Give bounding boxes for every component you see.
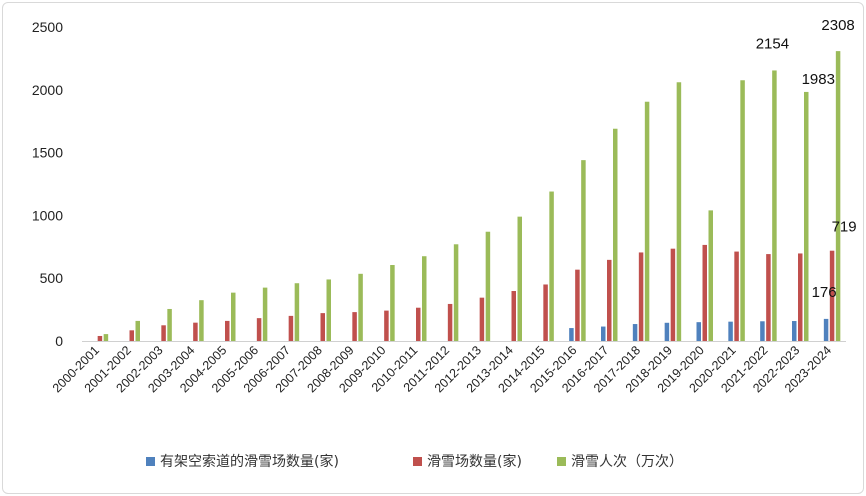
data-label: 719 — [832, 219, 857, 236]
bar-series-1 — [734, 251, 739, 341]
bar-series-2 — [517, 216, 522, 341]
bar-series-1 — [288, 315, 294, 341]
legend-swatch — [557, 457, 566, 466]
bar-series-1 — [97, 335, 103, 341]
bar-series-1 — [129, 330, 134, 341]
bar-series-2 — [485, 231, 491, 341]
bar-series-2 — [326, 279, 331, 341]
bar-series-1 — [638, 252, 644, 341]
bar-series-1 — [766, 254, 771, 341]
bar-series-0 — [696, 322, 701, 341]
bar-series-2 — [262, 287, 268, 341]
y-tick-label: 1000 — [32, 207, 63, 223]
bar-series-2 — [549, 191, 554, 341]
bar-series-1 — [670, 248, 676, 341]
bar-series-0 — [601, 326, 606, 341]
bar-series-1 — [798, 253, 803, 341]
bar-series-1 — [447, 303, 453, 341]
bar-series-1 — [702, 244, 707, 341]
bar-series-2 — [804, 91, 809, 341]
bar-series-2 — [453, 244, 459, 341]
bars — [97, 51, 841, 342]
bar-series-1 — [320, 313, 325, 341]
bar-series-2 — [422, 256, 427, 341]
bar-series-2 — [103, 334, 109, 341]
data-label: 1983 — [802, 71, 835, 88]
bar-series-1 — [543, 284, 548, 341]
y-axis: 0 500 1000 1500 2000 2500 — [32, 19, 63, 349]
bar-series-0 — [728, 321, 733, 341]
bar-series-0 — [760, 321, 765, 341]
bar-series-2 — [676, 82, 682, 341]
bar-series-1 — [479, 297, 485, 341]
y-tick-label: 0 — [55, 333, 63, 349]
bar-series-1 — [416, 307, 421, 341]
bar-series-2 — [167, 308, 172, 341]
bar-series-1 — [256, 318, 262, 341]
data-label: 2154 — [756, 35, 789, 52]
x-axis: 2000-20012001-20022002-20032003-20042004… — [50, 341, 846, 395]
bar-series-2 — [294, 283, 300, 341]
bar-series-1 — [829, 250, 835, 341]
bar-series-2 — [358, 273, 363, 341]
bar-series-2 — [199, 300, 204, 341]
bar-series-0 — [569, 328, 574, 341]
bar-series-2 — [708, 210, 713, 341]
y-tick-label: 1500 — [32, 145, 63, 161]
y-tick-label: 500 — [40, 270, 64, 286]
bar-series-2 — [772, 70, 777, 341]
legend-label: 有架空索道的滑雪场数量(家) — [160, 453, 339, 470]
bar-series-1 — [225, 320, 230, 341]
bar-series-0 — [664, 322, 670, 341]
bar-series-2 — [644, 101, 650, 342]
legend-label: 滑雪场数量(家) — [427, 453, 522, 470]
bar-series-0 — [632, 324, 638, 341]
bar-series-2 — [835, 51, 841, 341]
bar-series-0 — [792, 321, 797, 341]
y-tick-label: 2500 — [32, 19, 63, 35]
legend: 有架空索道的滑雪场数量(家) 滑雪场数量(家) 滑雪人次（万次） — [146, 453, 683, 470]
data-label: 176 — [812, 284, 837, 301]
bar-series-0 — [823, 318, 829, 341]
y-tick-label: 2000 — [32, 82, 63, 98]
bar-series-2 — [581, 160, 586, 341]
bar-series-1 — [161, 325, 166, 341]
bar-series-1 — [607, 259, 612, 341]
bar-series-2 — [231, 292, 236, 341]
bar-series-2 — [740, 80, 745, 342]
data-label: 2308 — [821, 17, 854, 34]
bar-series-1 — [575, 269, 580, 341]
bar-series-1 — [511, 291, 516, 341]
bar-series-2 — [390, 265, 395, 341]
bar-series-2 — [613, 128, 618, 341]
bar-series-1 — [352, 312, 357, 341]
bar-series-1 — [193, 322, 198, 341]
legend-swatch — [146, 457, 155, 466]
bar-series-1 — [384, 310, 389, 341]
legend-label: 滑雪人次（万次） — [571, 453, 683, 470]
data-labels: 2154 1983 2308 719 176 — [756, 17, 857, 301]
bar-series-2 — [135, 320, 140, 341]
legend-swatch — [413, 457, 422, 466]
